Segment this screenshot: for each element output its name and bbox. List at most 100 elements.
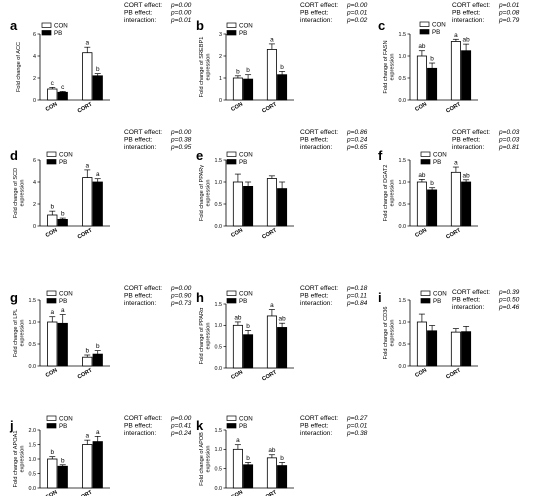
significance-letter: a xyxy=(61,307,65,314)
x-tick-label: CORT xyxy=(77,489,94,496)
stat-value: p=0.01 xyxy=(498,2,520,9)
stat-value: p=0.81 xyxy=(498,144,520,151)
significance-letter: b xyxy=(61,211,65,218)
legend-label-con: CON xyxy=(239,22,253,29)
y-tick-label: 2 xyxy=(33,76,36,82)
legend-label-pb: PB xyxy=(54,30,62,37)
stat-value: p=0.39 xyxy=(498,289,520,296)
y-axis-label: Fold change of PPARαexpression xyxy=(199,307,212,364)
stat-value: p=0.38 xyxy=(170,137,192,144)
significance-letter: b xyxy=(280,455,284,462)
bar-con-cort xyxy=(450,331,461,367)
y-tick-label: 1.0 xyxy=(215,323,223,329)
stat-label: PB effect: xyxy=(124,137,153,144)
significance-letter: b xyxy=(246,455,250,462)
stat-value: p=0.46 xyxy=(498,304,520,311)
significance-letter: a xyxy=(85,40,89,47)
panel-letter: k xyxy=(196,418,204,433)
legend-label-con: CON xyxy=(239,290,253,297)
stat-label: interaction: xyxy=(124,144,156,151)
legend-label-con: CON xyxy=(433,290,447,297)
y-tick-label: 0 xyxy=(33,224,36,230)
x-tick-label: CON xyxy=(230,102,244,113)
legend-swatch-con xyxy=(226,290,237,296)
y-tick-label: 2 xyxy=(33,202,36,208)
x-tick-label: CON xyxy=(414,368,428,379)
significance-letter: ab xyxy=(234,314,242,321)
y-tick-label: 2.0 xyxy=(29,428,37,434)
stat-label: PB effect: xyxy=(300,423,329,430)
significance-letter: b xyxy=(246,323,250,330)
stat-value: p=0.79 xyxy=(498,17,520,24)
y-tick-label: 0.0 xyxy=(215,224,223,230)
bar-con-cort xyxy=(82,52,93,101)
legend-label-pb: PB xyxy=(239,423,247,430)
x-tick-label: CORT xyxy=(445,101,462,114)
bar-pb-cort xyxy=(277,74,288,101)
x-tick-label: CORT xyxy=(445,367,462,380)
stat-value: p=0.90 xyxy=(170,293,192,300)
y-tick-label: 1.5 xyxy=(399,32,407,38)
y-tick-label: 0.5 xyxy=(399,202,407,208)
bar-pb-cort xyxy=(461,331,472,367)
bar-pb-con xyxy=(243,334,254,369)
y-axis-label: Fold change of SCDexpression xyxy=(13,168,26,218)
y-tick-label: 0.5 xyxy=(215,466,223,472)
legend-swatch-con xyxy=(226,22,237,28)
y-axis-label: Fold change of DGAT2expression xyxy=(383,165,396,222)
bar-pb-cort xyxy=(461,50,472,101)
stat-label: PB effect: xyxy=(452,297,481,304)
bar-pb-con xyxy=(243,78,254,101)
y-tick-label: 1.0 xyxy=(215,180,223,186)
stat-value: p=0.84 xyxy=(346,300,368,307)
bar-con-con xyxy=(232,77,243,101)
legend-swatch-con xyxy=(46,415,57,421)
legend-swatch-con xyxy=(420,290,431,296)
y-axis-label: Fold change of PPARγexpression xyxy=(199,165,212,221)
x-tick-label: CON xyxy=(45,228,59,239)
stat-value: p=0.00 xyxy=(170,10,192,17)
legend-swatch-pb xyxy=(419,29,430,35)
legend-swatch-con xyxy=(420,151,431,157)
significance-letter: b xyxy=(50,449,54,456)
x-tick-label: CORT xyxy=(77,367,94,380)
legend-label-pb: PB xyxy=(239,30,247,37)
stat-label: CORT effect: xyxy=(452,289,490,296)
y-tick-label: 3 xyxy=(219,32,222,38)
panel-b: b CORT effect: p=0.00 PB effect: p=0.01 inter… xyxy=(196,2,368,115)
x-tick-label: CORT xyxy=(261,369,278,382)
panel-letter: a xyxy=(10,18,18,33)
significance-letter: b xyxy=(96,66,100,73)
x-tick-label: CON xyxy=(45,368,59,379)
legend-label-con: CON xyxy=(59,415,73,422)
stat-label: PB effect: xyxy=(300,137,329,144)
significance-letter: b xyxy=(61,457,65,464)
y-axis-label: Fold change of ACC xyxy=(16,42,22,92)
significance-letter: c xyxy=(61,84,65,91)
bar-con-cort xyxy=(82,356,93,367)
panel-letter: c xyxy=(378,18,385,33)
y-tick-label: 1.5 xyxy=(29,442,37,448)
stat-label: interaction: xyxy=(452,144,484,151)
bar-con-con xyxy=(47,88,58,101)
bar-pb-cort xyxy=(277,465,288,489)
significance-letter: a xyxy=(454,160,458,167)
x-tick-label: CON xyxy=(45,490,59,496)
significance-letter: b xyxy=(430,56,434,63)
significance-letter: a xyxy=(96,171,100,178)
panel-letter: b xyxy=(196,18,204,33)
y-tick-label: 1.5 xyxy=(399,298,407,304)
legend-label-con: CON xyxy=(433,151,447,158)
legend-swatch-pb xyxy=(46,159,57,165)
stat-label: CORT effect: xyxy=(452,129,490,136)
panel-k: k CORT effect: p=0.27 PB effect: p=0.01 inter… xyxy=(196,415,368,496)
y-tick-label: 1.0 xyxy=(399,54,407,60)
stat-label: interaction: xyxy=(452,304,484,311)
stat-value: p=0.18 xyxy=(346,285,368,292)
legend-label-pb: PB xyxy=(433,159,441,166)
x-tick-label: CON xyxy=(230,490,244,496)
stat-value: p=0.73 xyxy=(170,300,192,307)
bar-con-cort xyxy=(266,457,277,489)
